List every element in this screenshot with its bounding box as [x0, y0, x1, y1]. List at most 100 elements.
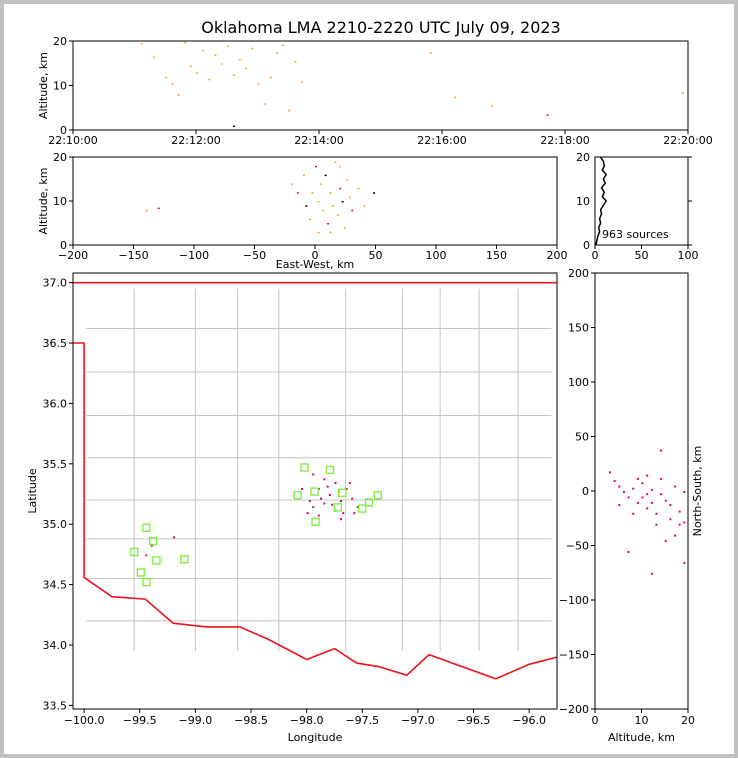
y-tick-label: 20	[53, 35, 67, 48]
source-point	[269, 76, 272, 79]
y-tick-label: 34.0	[43, 639, 68, 652]
y-tick-label: −150	[559, 649, 589, 662]
source-point	[373, 192, 376, 194]
x-tick-label: −200	[58, 249, 88, 262]
source-point	[618, 485, 621, 488]
lma-station-marker	[180, 555, 189, 564]
source-point	[627, 550, 630, 553]
lma-station-marker	[364, 498, 374, 507]
lma-station-marker	[293, 491, 302, 500]
lma-station-marker	[338, 488, 347, 498]
source-point	[339, 165, 342, 168]
source-point	[334, 161, 337, 163]
state-border-south-west	[73, 342, 558, 680]
source-point	[189, 65, 192, 67]
source-point	[655, 523, 658, 526]
source-point	[232, 74, 235, 76]
y-tick-label: −50	[566, 540, 589, 553]
y-tick-label: 20	[53, 151, 67, 164]
plan-view-axes	[72, 272, 558, 710]
lma-station-marker	[325, 465, 335, 475]
y-tick-label: 10	[53, 195, 67, 208]
y-tick-label: 36.5	[43, 337, 68, 350]
x-tick-label: 0	[592, 714, 599, 727]
x-tick-label: −98.0	[290, 714, 324, 727]
source-point	[326, 485, 329, 488]
source-point	[641, 496, 644, 499]
y-axis-label: Altitude, km	[37, 167, 50, 234]
source-point	[683, 491, 686, 493]
x-tick-label: −96.0	[512, 714, 546, 727]
source-point	[669, 504, 672, 507]
source-point	[327, 223, 330, 225]
source-point	[323, 478, 326, 481]
y-axis-label: North-South, km	[691, 446, 704, 537]
x-tick-label: 20	[681, 714, 695, 727]
x-tick-label: 22:18:00	[540, 134, 589, 147]
time-altitude-axes	[72, 40, 689, 131]
lma-station-marker	[300, 463, 309, 472]
lma-station-marker	[333, 503, 343, 512]
source-point	[334, 481, 337, 484]
y-tick-label: 200	[568, 267, 589, 280]
source-point	[177, 94, 180, 96]
source-point	[363, 205, 366, 207]
source-point	[674, 485, 677, 488]
source-point	[239, 58, 242, 61]
source-point	[660, 493, 663, 496]
source-point	[317, 201, 320, 203]
y-tick-label: 50	[575, 431, 589, 444]
source-point	[150, 544, 153, 547]
y-tick-label: 150	[568, 322, 589, 335]
source-point	[636, 477, 639, 480]
source-point	[275, 52, 278, 54]
source-point	[290, 183, 293, 185]
x-tick-label: 22:16:00	[417, 134, 466, 147]
x-tick-label: 22:10:00	[48, 134, 97, 147]
x-tick-label: 0	[592, 249, 599, 262]
y-tick-label: −200	[559, 703, 589, 716]
x-tick-label: −50	[243, 249, 266, 262]
x-tick-label: 50	[635, 249, 649, 262]
x-tick-label: 100	[426, 249, 447, 262]
figure-title: Oklahoma LMA 2210-2220 UTC July 09, 2023	[201, 18, 560, 37]
source-point	[664, 499, 667, 502]
x-tick-label: 22:20:00	[663, 134, 712, 147]
source-point	[296, 192, 299, 194]
y-axis-label: Altitude, km	[37, 52, 50, 119]
source-point	[346, 179, 349, 181]
y-tick-label: 10	[53, 80, 67, 93]
y-tick-label: 0	[582, 485, 589, 498]
source-point	[220, 63, 223, 65]
source-point	[152, 56, 155, 59]
eastwest-altitude-axes	[72, 156, 558, 246]
source-point	[317, 231, 320, 234]
source-point	[301, 487, 304, 490]
source-point	[319, 183, 322, 185]
lma-station-marker	[148, 536, 158, 546]
y-tick-label: 20	[576, 151, 590, 164]
figure-svg: Oklahoma LMA 2210-2220 UTC July 09, 2023…	[26, 18, 713, 744]
lma-station-marker	[311, 517, 320, 526]
source-point	[674, 534, 677, 537]
source-point	[173, 536, 176, 539]
source-point	[331, 503, 334, 506]
source-point	[613, 480, 616, 483]
y-tick-label: 35.5	[43, 458, 68, 471]
y-tick-label: 0	[60, 239, 67, 252]
source-point	[208, 78, 211, 81]
source-point	[664, 540, 667, 543]
source-point	[257, 83, 260, 85]
x-tick-label: −96.5	[457, 714, 491, 727]
y-tick-label: 35.0	[43, 518, 68, 531]
source-point	[429, 52, 432, 54]
source-point	[305, 205, 308, 207]
source-point	[348, 196, 351, 199]
source-point	[317, 487, 320, 490]
x-tick-label: −99.0	[179, 714, 213, 727]
source-point	[660, 477, 663, 480]
source-point	[329, 192, 332, 194]
lma-station-marker	[373, 491, 383, 500]
source-point	[340, 500, 343, 503]
figure-canvas: Oklahoma LMA 2210-2220 UTC July 09, 2023…	[4, 4, 734, 754]
